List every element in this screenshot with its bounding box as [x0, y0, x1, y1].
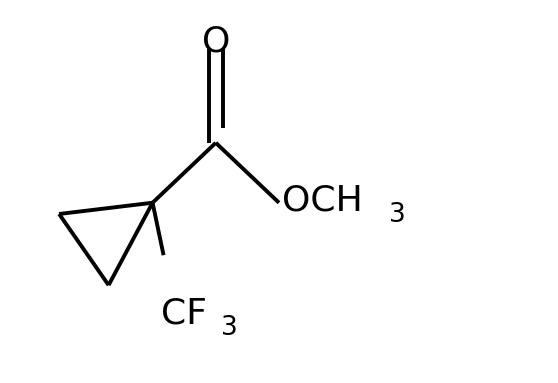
- Text: 3: 3: [389, 202, 406, 228]
- Text: 3: 3: [222, 314, 238, 340]
- Text: OCH: OCH: [282, 184, 363, 218]
- Text: CF: CF: [161, 296, 207, 330]
- Text: O: O: [201, 25, 230, 59]
